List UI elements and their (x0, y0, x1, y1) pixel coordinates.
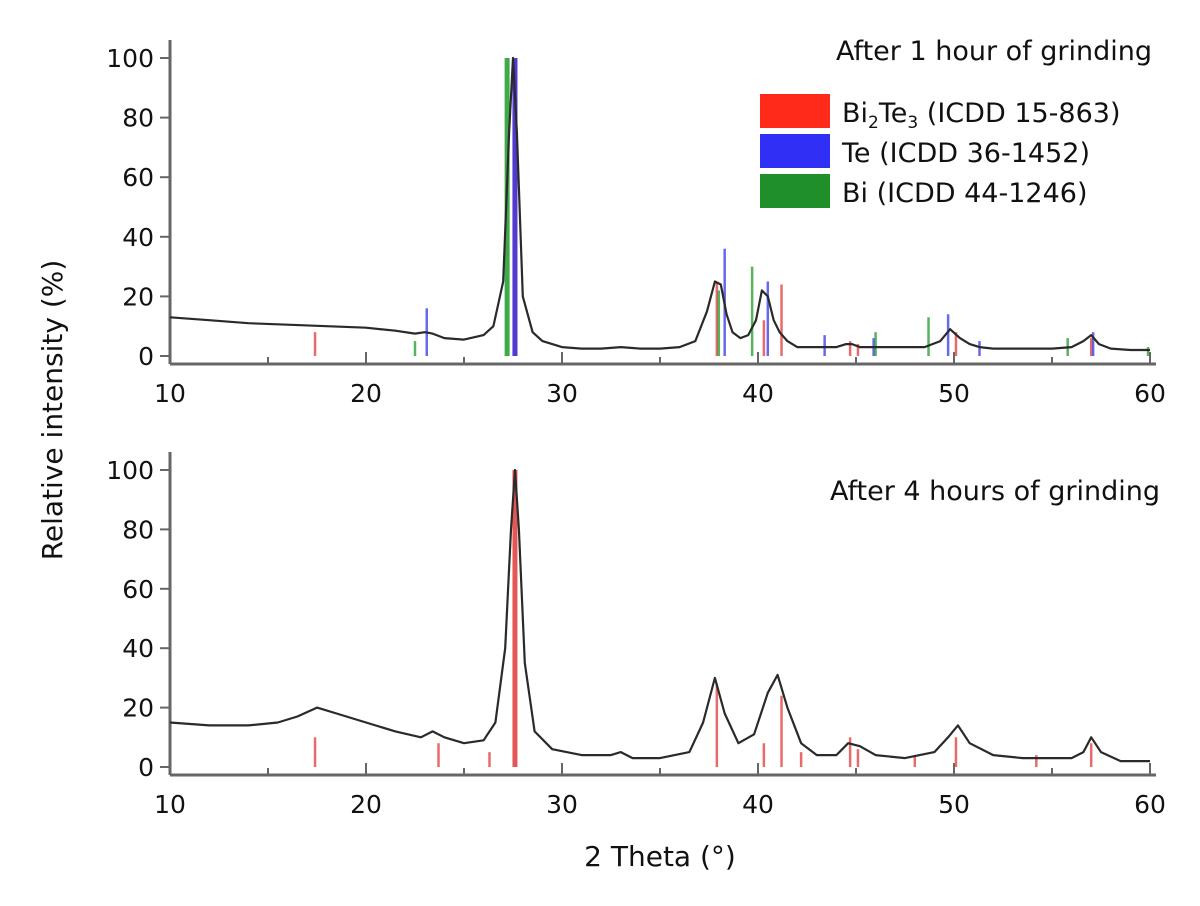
x-tick-label: 50 (938, 379, 970, 408)
y-tick-label: 20 (122, 282, 154, 311)
x-tick-label: 10 (154, 790, 186, 819)
panel-annotation: After 4 hours of grinding (830, 476, 1160, 507)
y-tick-label: 40 (122, 634, 154, 663)
x-tick-label: 60 (1134, 379, 1166, 408)
x-tick-label: 20 (350, 790, 382, 819)
x-tick-label: 40 (742, 790, 774, 819)
legend-label: Te (ICDD 36-1452) (841, 138, 1090, 169)
x-tick-label: 50 (938, 790, 970, 819)
y-tick-label: 100 (106, 456, 154, 485)
x-tick-label: 40 (742, 379, 774, 408)
x-tick-label: 60 (1134, 790, 1166, 819)
bottom-panel-4-hours: 0 20 40 60 80 100 10 20 30 40 50 60 After 4 hours of… (106, 452, 1166, 819)
legend-label: Bi2Te3 (ICDD 15-863) (842, 98, 1120, 133)
legend-swatch (760, 94, 830, 128)
diffraction-pattern-line (169, 56, 1150, 352)
x-tick-label: 10 (154, 379, 186, 408)
x-tick-label: 30 (546, 790, 578, 819)
y-tick-label: 60 (122, 575, 154, 604)
top-panel-1-hour: 0 20 40 60 80 100 10 20 30 40 50 60 After 1 hour of … (106, 36, 1166, 408)
diffraction-pattern-line (169, 468, 1150, 763)
y-tick-label: 0 (138, 342, 154, 371)
x-axis-title: 2 Theta (°) (584, 840, 736, 873)
y-axis-title: Relative intensity (%) (36, 260, 69, 561)
x-tick-label: 20 (350, 379, 382, 408)
y-tick-label: 80 (122, 515, 154, 544)
y-tick-label: 0 (138, 753, 154, 782)
x-tick-label: 30 (546, 379, 578, 408)
legend-swatch (760, 174, 830, 208)
legend-swatch (760, 134, 830, 168)
y-tick-label: 40 (122, 223, 154, 252)
legend-label: Bi (ICDD 44-1246) (842, 178, 1087, 209)
y-tick-label: 20 (122, 694, 154, 723)
y-tick-label: 80 (122, 104, 154, 133)
panel-annotation: After 1 hour of grinding (836, 36, 1152, 67)
y-tick-label: 60 (122, 163, 154, 192)
y-tick-label: 100 (106, 44, 154, 73)
